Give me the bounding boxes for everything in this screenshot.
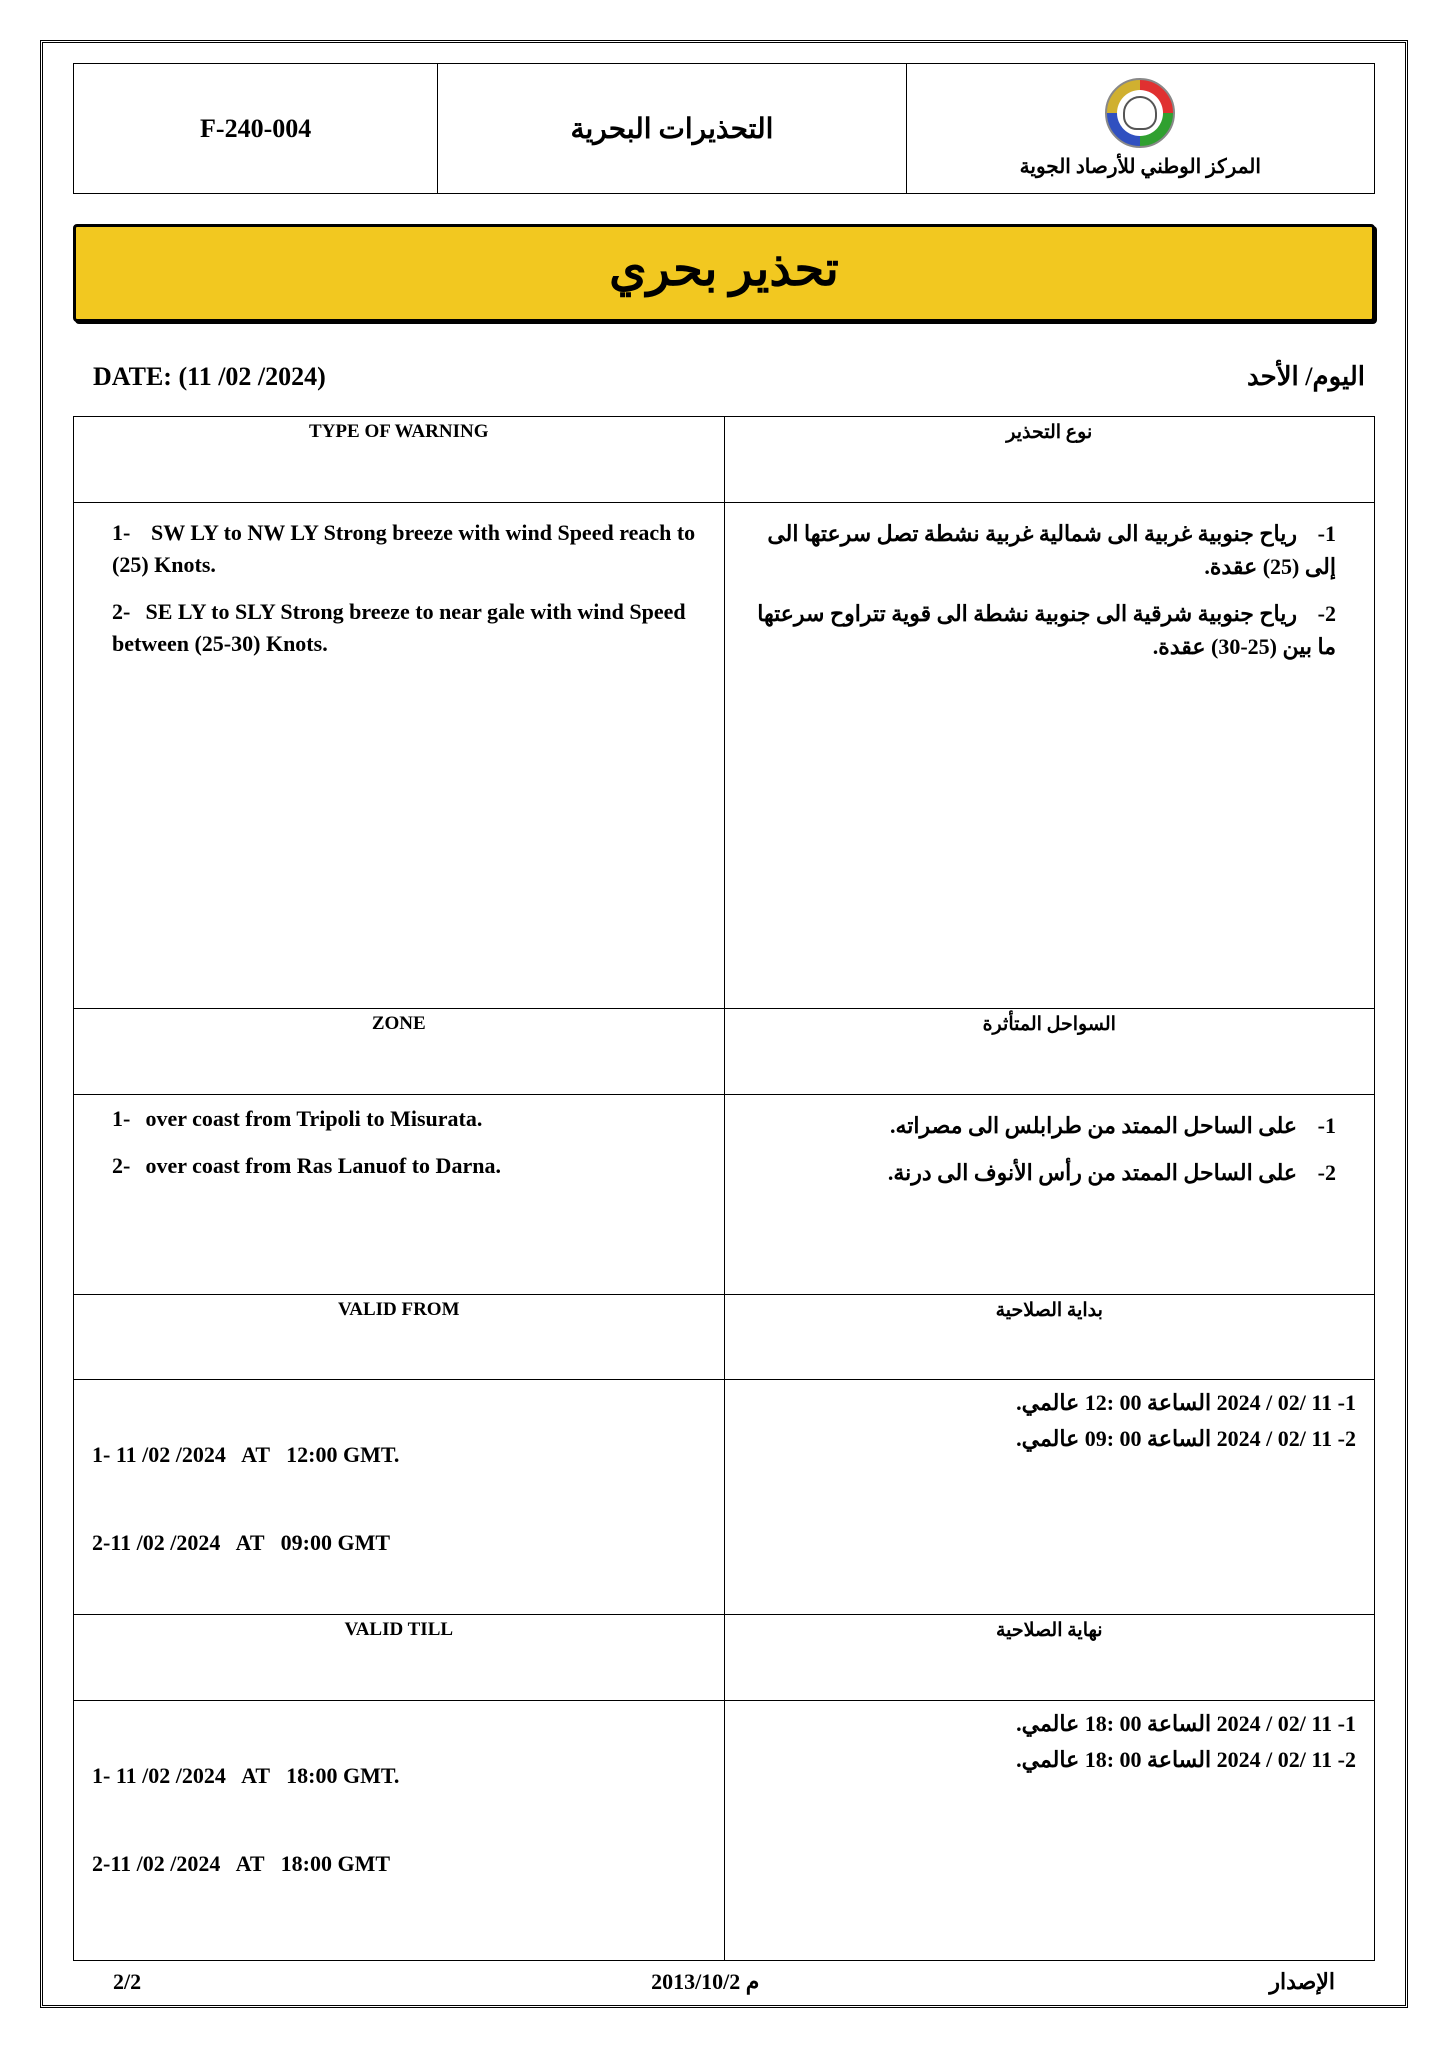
vf-en-2: 2-11 /02 /2024 AT 09:00 GMT <box>92 1530 710 1556</box>
cloud-icon <box>1123 96 1157 130</box>
type-en-cell: 1- SW LY to NW LY Strong breeze with win… <box>74 502 725 1008</box>
footer-label: الإصدار <box>1269 1969 1335 1995</box>
type-hdr-en: TYPE OF WARNING <box>74 417 725 503</box>
warning-table: TYPE OF WARNING نوع التحذير 1- SW LY to … <box>73 416 1375 1961</box>
validtill-hdr-ar: نهاية الصلاحية <box>724 1615 1375 1701</box>
zone-en-1: 1- over coast from Tripoli to Misurata. <box>112 1103 710 1135</box>
vt-ar-1: 1- 11 /02 / 2024 الساعة 00 :18 عالمي. <box>739 1711 1357 1737</box>
vf-ar-2: 2- 11 /02 / 2024 الساعة 00 :09 عالمي. <box>739 1426 1357 1452</box>
zone-ar-cell: 1- على الساحل الممتد من طرابلس الى مصرات… <box>724 1094 1375 1294</box>
date-en: DATE: (11 /02 /2024) <box>93 362 326 392</box>
type-ar-2: 2- رياح جنوبية شرقية الى جنوبية نشطة الى… <box>739 597 1337 663</box>
doc-title-ar: التحذيرات البحرية <box>570 114 773 145</box>
validfrom-hdr-en: VALID FROM <box>74 1294 725 1380</box>
type-hdr-ar: نوع التحذير <box>724 417 1375 503</box>
warning-banner: تحذير بحري <box>73 224 1375 322</box>
vt-en-1: 1- 11 /02 /2024 AT 18:00 GMT. <box>92 1763 710 1789</box>
type-en-2: 2- SE LY to SLY Strong breeze to near ga… <box>112 596 710 660</box>
validtill-en-cell: 1- 11 /02 /2024 AT 18:00 GMT. 2-11 /02 /… <box>74 1701 725 1961</box>
validtill-hdr-en: VALID TILL <box>74 1615 725 1701</box>
page-number: 2/2 <box>113 1969 141 1995</box>
footer-row: 2/2 2013/10/2 م الإصدار <box>73 1961 1375 1995</box>
vf-en-1: 1- 11 /02 /2024 AT 12:00 GMT. <box>92 1442 710 1468</box>
footer-date: 2013/10/2 م <box>651 1969 759 1995</box>
type-ar-cell: 1- رياح جنوبية غربية الى شمالية غربية نش… <box>724 502 1375 1008</box>
vf-ar-1: 1- 11 /02 / 2024 الساعة 00 :12 عالمي. <box>739 1390 1357 1416</box>
type-ar-1: 1- رياح جنوبية غربية الى شمالية غربية نش… <box>739 517 1337 583</box>
header-code-cell: F-240-004 <box>74 64 438 194</box>
page-frame: F-240-004 التحذيرات البحرية المركز الوطن… <box>40 40 1408 2008</box>
zone-hdr-en: ZONE <box>74 1008 725 1094</box>
date-row: DATE: (11 /02 /2024) اليوم/ الأحد <box>73 362 1375 416</box>
zone-hdr-ar: السواحل المتأثرة <box>724 1008 1375 1094</box>
vt-en-2: 2-11 /02 /2024 AT 18:00 GMT <box>92 1851 710 1877</box>
validtill-ar-cell: 1- 11 /02 / 2024 الساعة 00 :18 عالمي. 2-… <box>724 1701 1375 1961</box>
vt-ar-2: 2- 11 /02 / 2024 الساعة 00 :18 عالمي. <box>739 1747 1357 1773</box>
validfrom-en-cell: 1- 11 /02 /2024 AT 12:00 GMT. 2-11 /02 /… <box>74 1380 725 1615</box>
org-name: المركز الوطني للأرصاد الجوية <box>907 154 1374 179</box>
form-code: F-240-004 <box>200 114 311 143</box>
zone-ar-1: 1- على الساحل الممتد من طرابلس الى مصرات… <box>739 1109 1337 1142</box>
validfrom-hdr-ar: بداية الصلاحية <box>724 1294 1375 1380</box>
zone-en-2: 2- over coast from Ras Lanuof to Darna. <box>112 1150 710 1182</box>
day-ar: اليوم/ الأحد <box>1247 362 1365 392</box>
type-en-1: 1- SW LY to NW LY Strong breeze with win… <box>112 517 710 581</box>
zone-ar-2: 2- على الساحل الممتد من رأس الأنوف الى د… <box>739 1156 1337 1189</box>
header-org-cell: المركز الوطني للأرصاد الجوية <box>906 64 1374 194</box>
header-table: F-240-004 التحذيرات البحرية المركز الوطن… <box>73 63 1375 194</box>
org-logo-icon <box>1105 78 1175 148</box>
header-title-cell: التحذيرات البحرية <box>438 64 906 194</box>
validfrom-ar-cell: 1- 11 /02 / 2024 الساعة 00 :12 عالمي. 2-… <box>724 1380 1375 1615</box>
zone-en-cell: 1- over coast from Tripoli to Misurata. … <box>74 1094 725 1294</box>
